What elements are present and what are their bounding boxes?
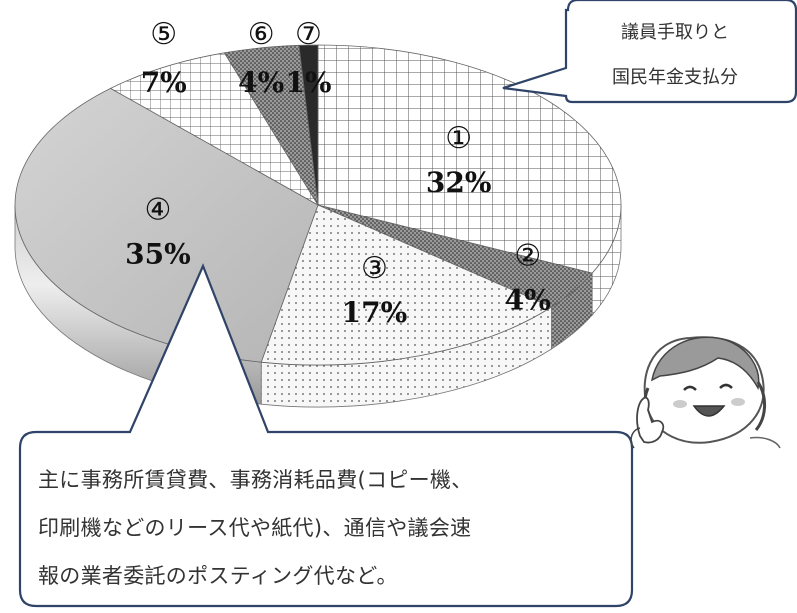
pie-slice-7: [298, 44, 319, 206]
pie-slice-1: [317, 44, 622, 274]
slice-percent-7: 1%: [285, 66, 331, 99]
pie-slice-5: [109, 52, 320, 207]
slice-percent-3: 17%: [342, 296, 408, 329]
callout-bottom-bubble: [18, 263, 634, 608]
callout-top-bubble: [502, 0, 797, 104]
slice-marker-4: ④: [145, 193, 172, 228]
slice-marker-2: ②: [514, 238, 541, 273]
callout-bottom-line: 主に事務所賃貸費、事務消耗品費(コピー機、: [38, 468, 473, 492]
slice-percent-5: 7%: [141, 66, 187, 99]
callout-bottom-line: 報の業者委託のポスティング代など。: [38, 564, 398, 588]
slice-percent-4: 35%: [125, 238, 191, 271]
slice-marker-3: ③: [361, 251, 388, 286]
smiling-girl-pointing-icon: [630, 336, 781, 449]
callout-top-text: 議員手取りと 国民年金支払分: [575, 10, 775, 100]
slice-marker-7: ⑦: [295, 17, 322, 52]
callout-bottom-text: 主に事務所賃貸費、事務消耗品費(コピー機、 印刷機などのリース代や紙代)、通信や…: [38, 456, 613, 600]
slice-percent-1: 32%: [426, 166, 492, 199]
slice-marker-1: ①: [445, 121, 472, 156]
slice-marker-6: ⑥: [248, 17, 275, 52]
callout-bottom-line: 印刷機などのリース代や紙代)、通信や議会速: [38, 516, 472, 540]
callout-top-line: 議員手取りと: [621, 22, 729, 43]
slice-marker-5: ⑤: [150, 17, 177, 52]
pie-slice-3: [260, 204, 553, 366]
slice-percent-6: 4%: [238, 66, 284, 99]
pie-slices: [14, 44, 622, 366]
callout-top-line: 国民年金支払分: [612, 67, 738, 88]
pie-labels: ① 32% ② 4% ③ 17% ④ 35% ⑤ 7% ⑥ 4% ⑦ 1%: [125, 17, 551, 329]
slice-percent-2: 4%: [505, 283, 551, 316]
